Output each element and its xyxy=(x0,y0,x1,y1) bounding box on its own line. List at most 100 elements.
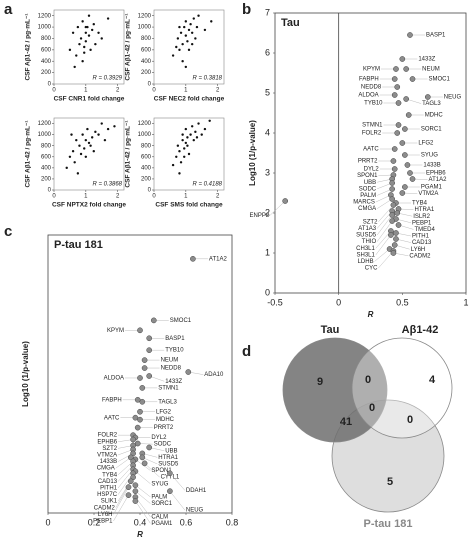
point-label: TYB10 xyxy=(165,348,184,354)
point-label: MDHC xyxy=(425,113,444,119)
point xyxy=(84,31,88,34)
point-label: STMN1 xyxy=(362,123,383,129)
y-tick-label: 1000 xyxy=(138,132,152,138)
x-tick-label: 0 xyxy=(336,297,341,307)
point xyxy=(89,144,92,147)
point xyxy=(405,112,412,118)
point-label: SZT2 xyxy=(102,446,117,452)
point xyxy=(97,31,100,34)
point xyxy=(394,84,401,90)
point-label: DYL2 xyxy=(364,167,380,173)
point xyxy=(184,20,188,23)
point-label: TYB10 xyxy=(364,101,383,107)
y-tick-label: 0 xyxy=(148,188,152,194)
point xyxy=(100,122,103,125)
point-label: AT1A3 xyxy=(358,226,377,232)
region-count: 5 xyxy=(387,476,393,488)
point-label: CAD13 xyxy=(98,479,118,485)
point xyxy=(190,31,194,34)
point-label: SORC1 xyxy=(421,127,442,133)
point xyxy=(146,347,153,354)
y-axis-label: CSF Aβ1-42 / pg·mL⁻¹ xyxy=(25,13,32,80)
plot-frame xyxy=(53,9,125,85)
point xyxy=(194,37,197,40)
point xyxy=(125,492,132,498)
set-label: P-tau 181 xyxy=(364,518,413,530)
panel-label: b xyxy=(242,1,251,18)
point xyxy=(203,28,207,32)
point xyxy=(399,56,406,62)
point-label: 1433B xyxy=(423,163,440,169)
point xyxy=(190,42,194,46)
point-label: TYB4 xyxy=(412,201,428,207)
y-tick-label: 600 xyxy=(41,47,52,53)
panel-title: Tau xyxy=(281,17,300,29)
point-label: PEBP1 xyxy=(412,220,432,226)
point xyxy=(137,375,143,381)
point xyxy=(183,147,186,150)
point-label: SYUG xyxy=(421,153,438,159)
point-label: KPYM xyxy=(363,67,380,73)
y-tick-label: 6 xyxy=(265,47,270,57)
x-tick-label: 0.4 xyxy=(134,517,147,527)
y-tick-label: 200 xyxy=(41,177,52,183)
point xyxy=(176,144,180,147)
y-tick-label: 1000 xyxy=(138,25,152,31)
x-tick-label: 2 xyxy=(116,194,120,200)
point xyxy=(97,133,100,136)
region-count: 9 xyxy=(317,376,323,388)
leader-line xyxy=(113,487,129,515)
point xyxy=(403,66,410,72)
point xyxy=(181,42,184,46)
point xyxy=(83,45,86,49)
y-tick-label: 800 xyxy=(141,36,152,42)
point xyxy=(89,48,92,52)
point-label: AT1A2 xyxy=(209,256,228,262)
point xyxy=(76,172,80,175)
x-tick-label: 0 xyxy=(152,194,156,200)
point xyxy=(113,125,116,128)
point-label: 1433Z xyxy=(418,57,435,63)
point xyxy=(208,119,211,122)
point-label: HTRA1 xyxy=(415,207,435,213)
y-axis-label: Log10 (1/p-value) xyxy=(248,120,257,186)
point xyxy=(187,48,191,52)
point xyxy=(402,126,408,132)
point xyxy=(94,130,97,134)
point-label: SUSD5 xyxy=(158,462,179,468)
point xyxy=(393,66,399,72)
point-label: NEUM xyxy=(422,67,440,73)
point-label: ENPP2 xyxy=(249,213,269,219)
point xyxy=(178,172,181,175)
y-tick-label: 200 xyxy=(141,177,152,183)
point xyxy=(391,76,398,82)
point xyxy=(192,17,195,20)
point-label: TAGL3 xyxy=(422,101,441,107)
region-count: 0 xyxy=(365,374,371,386)
point-label: FOLR2 xyxy=(362,131,382,137)
point-label: PGAM1 xyxy=(151,521,173,527)
point-label: PGAM1 xyxy=(421,185,443,191)
y-axis-label: Log10 (1/p-value) xyxy=(21,341,30,407)
point-label: EPHB6 xyxy=(97,439,117,445)
point xyxy=(137,408,143,415)
point xyxy=(186,40,189,43)
point xyxy=(282,198,289,204)
point-label: MARCS xyxy=(353,200,375,206)
set-label: Aβ1-42 xyxy=(402,324,439,336)
point xyxy=(391,92,398,98)
y-tick-label: 1200 xyxy=(38,121,52,127)
y-tick-label: 2 xyxy=(265,207,270,217)
point xyxy=(185,369,192,375)
point xyxy=(139,454,146,461)
x-tick-label: 0 xyxy=(152,88,156,94)
panel-label: d xyxy=(242,343,251,360)
point xyxy=(393,230,399,236)
point xyxy=(65,166,68,170)
point xyxy=(87,34,91,37)
point xyxy=(178,150,181,153)
point xyxy=(86,127,89,131)
venn-set xyxy=(351,337,453,439)
plot-frame xyxy=(53,117,125,191)
point-label: SH3L1 xyxy=(357,252,376,258)
